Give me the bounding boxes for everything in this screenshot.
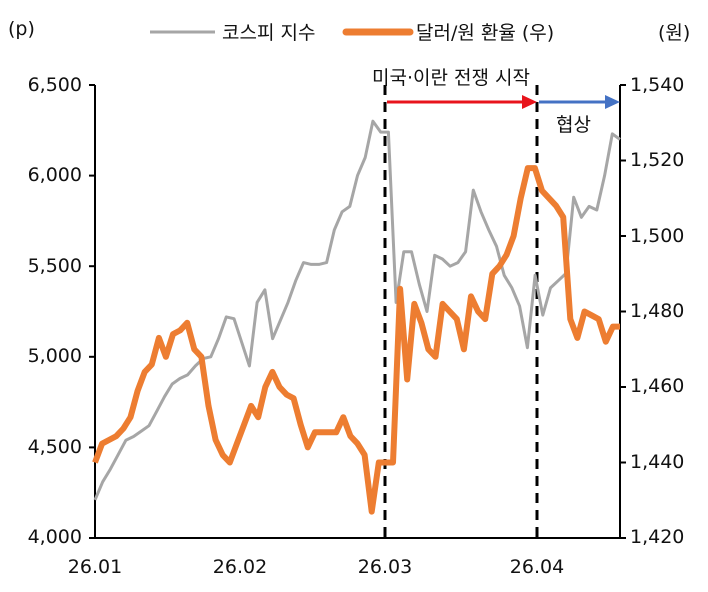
kospi-line: [93, 119, 621, 501]
left-tick: 5,000: [27, 345, 82, 367]
left-tick: 5,500: [27, 255, 82, 277]
left-tick: 4,500: [27, 436, 82, 458]
right-tick: 1,440: [630, 451, 685, 473]
left-tick: 4,000: [27, 526, 82, 548]
legend-fx-label: 달러/원 환율 (우): [416, 22, 555, 44]
war-arrow-head: [522, 95, 537, 109]
legend-kospi-label: 코스피 지수: [222, 22, 316, 44]
right-tick: 1,480: [630, 300, 685, 322]
right-tick: 1,540: [630, 74, 685, 96]
x-tick: 26.03: [357, 556, 413, 578]
x-tick: 26.02: [212, 556, 268, 578]
x-tick: 26.04: [509, 556, 565, 578]
right-tick: 1,420: [630, 526, 685, 548]
right-tick: 1,520: [630, 149, 685, 171]
right-tick: 1,500: [630, 225, 685, 247]
negotiation-annotation: 협상: [556, 114, 591, 136]
left-tick: 6,500: [27, 74, 82, 96]
war-annotation: 미국·이란 전쟁 시작: [372, 67, 530, 89]
negotiation-arrow-head: [605, 95, 620, 109]
left-tick: 6,000: [27, 164, 82, 186]
left-axis-unit: (p): [8, 18, 35, 40]
usd-krw-line: [92, 165, 620, 515]
x-tick: 26.01: [67, 556, 123, 578]
right-tick: 1,460: [630, 375, 685, 397]
right-axis-unit: (원): [658, 22, 691, 44]
